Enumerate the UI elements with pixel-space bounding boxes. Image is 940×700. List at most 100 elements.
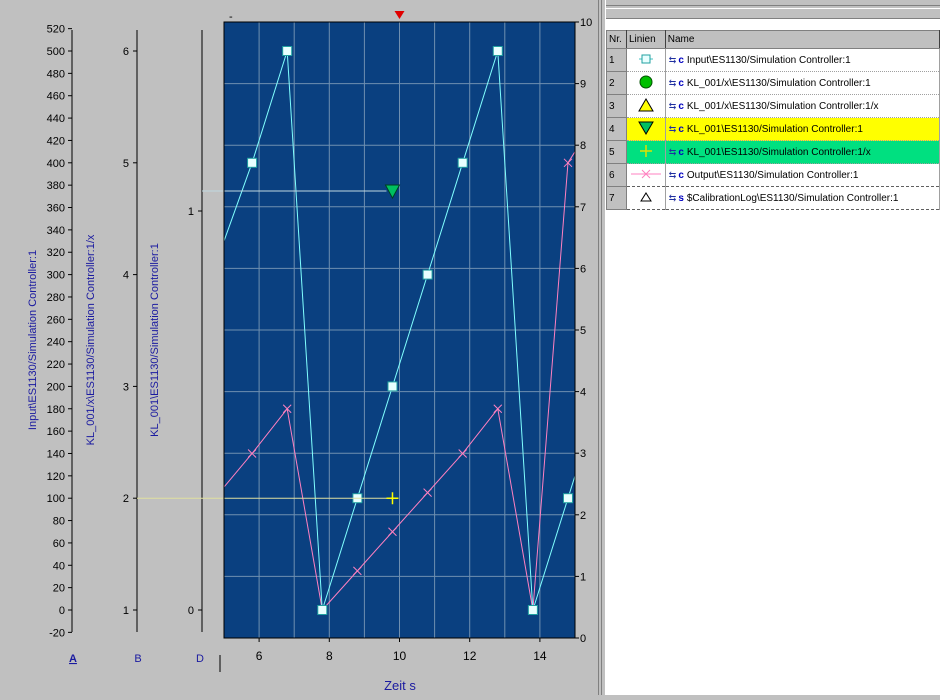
axis-r-tick-label: 8	[580, 140, 586, 152]
legend-row-label: KL_001\ES1130/Simulation Controller:1/x	[686, 146, 871, 158]
axis-r-tick-label: 9	[580, 79, 586, 91]
axis-r-tick-label: 2	[580, 510, 586, 522]
axis-a-tick-label: 20	[53, 583, 65, 595]
series-output-point	[247, 449, 257, 458]
col-header-nr[interactable]: Nr.	[606, 30, 627, 49]
col-header-name[interactable]: Name	[664, 30, 940, 49]
legend-row-label: $CalibrationLog\ES1130/Simulation Contro…	[686, 192, 899, 204]
x-tick-label: 10	[393, 649, 407, 663]
axis-a-tick-label: 380	[47, 180, 65, 192]
series-input-point	[422, 269, 433, 280]
chart-svg[interactable]: -520500480460440420400380360340320300280…	[0, 0, 600, 695]
legend-row[interactable]: 1 ⇆ c Input\ES1130/Simulation Controller:1	[606, 48, 940, 72]
axis-a-tick-label: 500	[47, 46, 65, 58]
legend-row-name: ⇆ c KL_001/x\ES1130/Simulation Controller:…	[665, 94, 940, 118]
axis-r-tick-label: 6	[580, 263, 586, 275]
series-input-point	[527, 605, 538, 615]
axis-d-tick-label: 0	[188, 605, 194, 617]
series-output-point	[423, 488, 432, 497]
series-input-point	[492, 46, 503, 56]
time-cursor-icon	[394, 11, 405, 19]
axis-r-tick-label: 4	[580, 387, 586, 399]
axis-d-tick-label: 1	[188, 206, 194, 218]
panel-splitter[interactable]	[598, 0, 606, 695]
series-input-line	[223, 50, 576, 611]
signal-icon: ⇆	[668, 169, 677, 180]
axis-a-tick-label: 100	[47, 493, 65, 505]
axis-letter-a[interactable]: A	[69, 653, 77, 665]
axis-a-tick-label: 180	[47, 404, 65, 416]
triangle-up-icon	[626, 94, 666, 118]
axis-a-tick-label: 280	[47, 292, 65, 304]
x-tick-label: 6	[256, 649, 263, 663]
signal-type-icon: c	[678, 100, 684, 112]
axis-a-tick-label: 200	[47, 381, 65, 393]
series-input-point	[387, 381, 398, 392]
circle-icon	[626, 71, 666, 95]
signal-icon: ⇆	[668, 54, 677, 65]
axis-a-tick-label: 160	[47, 426, 65, 438]
axis-r-tick-label: 0	[580, 633, 586, 645]
signal-type-icon: c	[678, 146, 684, 158]
small-triangle-icon	[626, 186, 666, 210]
square-icon	[626, 48, 666, 72]
legend-row-name: ⇆ c KL_001/x\ES1130/Simulation Controller:…	[665, 71, 940, 95]
axis-b-tick-label: 6	[123, 46, 129, 58]
axis-r-tick-label: 10	[580, 17, 592, 29]
axis-a-tick-label: 360	[47, 203, 65, 215]
legend-row-nr: 1	[606, 48, 627, 72]
legend-row-nr: 6	[606, 163, 627, 187]
legend-row-name: ⇆ c Input\ES1130/Simulation Controller:1	[665, 48, 940, 72]
legend-row-label: KL_001/x\ES1130/Simulation Controller:1/…	[686, 100, 879, 112]
legend-row-label: Input\ES1130/Simulation Controller:1	[686, 54, 851, 66]
axis-a-tick-label: 80	[53, 516, 65, 528]
legend-row-name: ⇆ c KL_001\ES1130/Simulation Controller:1	[665, 117, 940, 141]
axis-letter-d[interactable]: D	[196, 653, 204, 665]
axis-b-tick-label: 3	[123, 381, 129, 393]
series-input-point	[562, 493, 573, 504]
axis-letter-b[interactable]: B	[134, 653, 141, 665]
legend-row-name: ⇆ c Output\ES1130/Simulation Controller:1	[665, 163, 940, 187]
legend-row[interactable]: 3 ⇆ c KL_001/x\ES1130/Simulation Controller…	[606, 94, 940, 118]
signal-type-icon: s	[678, 192, 684, 204]
axis-a-tick-label: 240	[47, 337, 65, 349]
legend-row-label: KL_001/x\ES1130/Simulation Controller:1	[686, 77, 871, 89]
series-output-point	[563, 158, 573, 168]
axis-a-tick-label: 60	[53, 538, 65, 550]
signal-icon: ⇆	[668, 77, 677, 88]
legend-row-nr: 3	[606, 94, 627, 118]
legend-row[interactable]: 5 ⇆ c KL_001\ES1130/Simulation Controller:1…	[606, 140, 940, 164]
signal-icon: ⇆	[668, 123, 677, 134]
x-tick-label: 8	[326, 649, 333, 663]
axis-a-tick-label: 260	[47, 314, 65, 326]
legend-row[interactable]: 6 ⇆ c Output\ES1130/Simulation Controller:1	[606, 163, 940, 187]
axis-r-tick-label: 3	[580, 448, 586, 460]
legend-row-label: KL_001\ES1130/Simulation Controller:1	[686, 123, 863, 135]
axis-a-tick-label: 40	[53, 560, 65, 572]
legend-row[interactable]: 2 ⇆ c KL_001/x\ES1130/Simulation Controller…	[606, 71, 940, 95]
series-kl-point	[384, 184, 401, 200]
legend-row[interactable]: 7 ⇆ s $CalibrationLog\ES1130/Simulation Con…	[606, 186, 940, 210]
legend-table: Nr. Linien Name 1 ⇆ c Input\ES1130/Simulati…	[606, 30, 940, 210]
axis-a-tick-label: 0	[59, 605, 65, 617]
series-input-point	[282, 46, 293, 56]
axis-r-tick-label: 7	[580, 202, 586, 214]
axis-title-a: Input\ES1130/Simulation Controller:1	[27, 250, 39, 430]
axis-a-tick-label: 460	[47, 91, 65, 103]
x-tick-label: 14	[533, 649, 547, 663]
axis-a-tick-label: 340	[47, 225, 65, 237]
series-input-point	[247, 157, 258, 168]
axis-a-tick-label: 520	[47, 24, 65, 36]
x-tick-label: 12	[463, 649, 477, 663]
axis-a-tick-label: 400	[47, 158, 65, 170]
legend-row[interactable]: 4 ⇆ c KL_001\ES1130/Simulation Controller:1	[606, 117, 940, 141]
legend-row-name: ⇆ s $CalibrationLog\ES1130/Simulation Cont…	[665, 186, 940, 210]
legend-header-bar[interactable]	[606, 0, 940, 19]
x-axis-title: Zeit s	[384, 678, 416, 693]
axis-b-tick-label: 5	[123, 158, 129, 170]
axis-a-tick-label: -20	[49, 627, 65, 639]
col-header-line[interactable]: Linien	[625, 30, 666, 49]
series-output-point	[458, 449, 468, 458]
legend-row-nr: 7	[606, 186, 627, 210]
series-input-point	[317, 605, 328, 615]
